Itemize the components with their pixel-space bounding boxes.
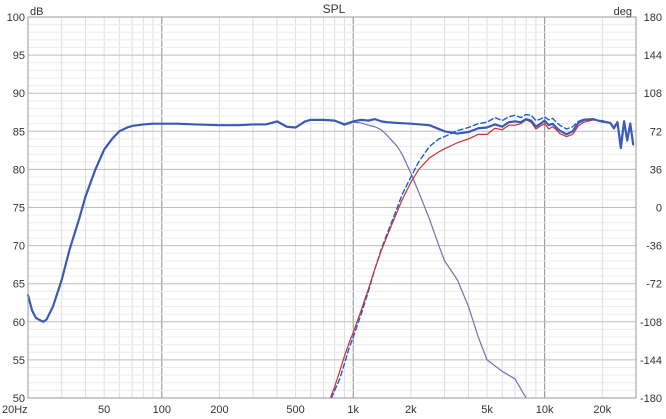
x-tick-label: 200 bbox=[210, 404, 228, 416]
y2-tick-label: 36 bbox=[650, 164, 662, 176]
y-tick-label: 85 bbox=[13, 126, 25, 138]
chart-title: SPL bbox=[323, 2, 346, 16]
y2-tick-label: 108 bbox=[644, 88, 662, 100]
y2-tick-label: 0 bbox=[656, 203, 662, 215]
y-tick-label: 75 bbox=[13, 203, 25, 215]
grid bbox=[27, 16, 637, 399]
y-tick-label: 80 bbox=[13, 164, 25, 176]
y-tick-label: 95 bbox=[13, 50, 25, 62]
x-tick-labels: 20Hz 50 100 200 500 1k 2k 5k 10k 20k bbox=[2, 404, 612, 416]
series-layer bbox=[26, 113, 635, 399]
y2-tick-label: 72 bbox=[650, 126, 662, 138]
y-tick-label: 100 bbox=[7, 12, 25, 24]
y-tick-labels: 100 95 90 85 80 75 70 65 60 55 50 bbox=[7, 12, 25, 405]
y-tick-label: 90 bbox=[13, 88, 25, 100]
y2-tick-label: 180 bbox=[644, 12, 662, 24]
x-tick-label: 100 bbox=[153, 404, 171, 416]
plot-frame bbox=[27, 16, 637, 399]
x-tick-label: 5k bbox=[481, 404, 493, 416]
x-tick-label: 10k bbox=[536, 404, 554, 416]
y-axis-unit: dB bbox=[30, 6, 43, 18]
y2-tick-label: -144 bbox=[640, 355, 662, 367]
y-tick-label: 55 bbox=[13, 355, 25, 367]
y2-tick-label: -180 bbox=[640, 393, 662, 405]
y2-axis-unit: deg bbox=[614, 6, 632, 18]
x-tick-label: 50 bbox=[98, 404, 110, 416]
x-tick-label: 20Hz bbox=[2, 404, 28, 416]
y2-tick-labels: 180 144 108 72 36 0 -36 -72 -108 -144 -180 bbox=[640, 12, 662, 405]
x-tick-label: 1k bbox=[347, 404, 359, 416]
y2-tick-label: 144 bbox=[644, 50, 662, 62]
y2-tick-label: -72 bbox=[646, 279, 662, 291]
y-tick-label: 50 bbox=[13, 393, 25, 405]
x-tick-label: 2k bbox=[405, 404, 417, 416]
x-tick-label: 500 bbox=[286, 404, 304, 416]
y2-tick-label: -36 bbox=[646, 241, 662, 253]
series-line-4 bbox=[26, 118, 635, 323]
series-line-2 bbox=[330, 113, 634, 399]
y-tick-label: 60 bbox=[13, 317, 25, 329]
y-tick-label: 70 bbox=[13, 241, 25, 253]
y-tick-label: 65 bbox=[13, 279, 25, 291]
x-tick-label: 20k bbox=[593, 404, 611, 416]
y2-tick-label: -108 bbox=[640, 317, 662, 329]
